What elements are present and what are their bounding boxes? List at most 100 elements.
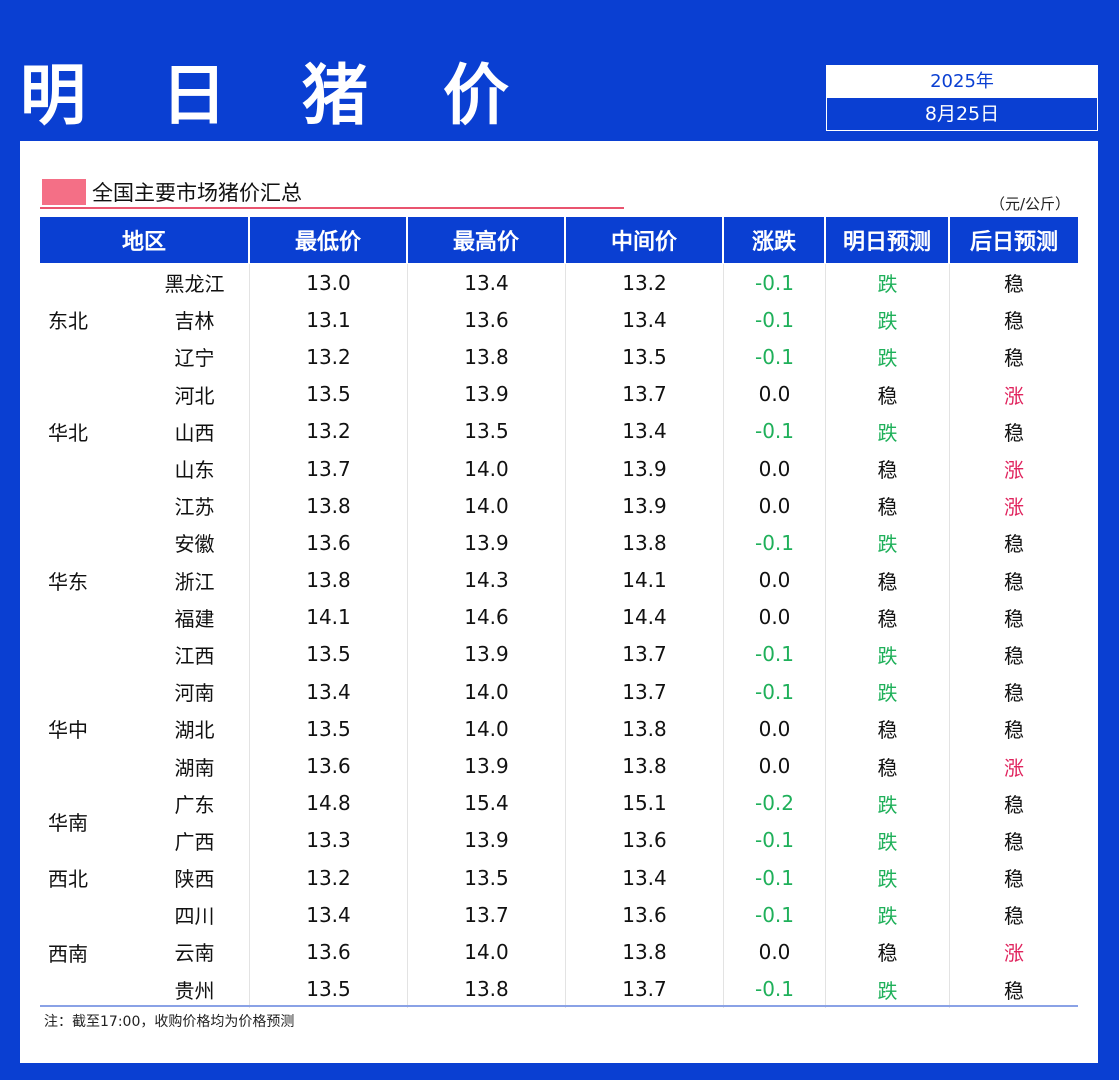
day-after-forecast-cell: 稳 [1004,718,1024,743]
low-price-cell: 13.2 [250,338,408,376]
low-price-cell: 13.7 [250,449,408,488]
page-title: 明 日 猪 价 [20,57,535,134]
table-row: 辽宁 13.2 13.8 13.5 -0.1 跌 稳 [140,338,1078,376]
low-price-cell: 13.6 [250,933,408,971]
province-cell: 河南 [140,673,250,711]
province-cell: 黑龙江 [140,264,250,302]
low-price-cell: 13.6 [250,524,408,562]
tomorrow-forecast-cell: 跌 [826,635,950,674]
day-after-forecast-cell: 涨 [1004,458,1024,483]
high-price-cell: 13.5 [408,859,566,897]
change-cell: 0.0 [724,487,826,525]
mid-price-cell: 13.7 [566,673,724,711]
low-price-cell: 13.5 [250,375,408,413]
high-price-cell: 15.4 [408,784,566,822]
region-column: 东北 华北 华东 华中 华南 西北 西南 [40,264,140,1008]
change-cell: 0.0 [724,561,826,599]
tomorrow-forecast-cell: 稳 [826,747,950,785]
rows-column: 黑龙江 13.0 13.4 13.2 -0.1 跌稳吉林 13.1 13.6 13.4 -0.1 跌… [140,264,1078,1008]
tomorrow-forecast-cell: 稳 [826,561,950,599]
day-after-forecast-cell: 稳 [1004,829,1024,854]
table-row: 福建 14.1 14.6 14.4 0.0 稳稳 [140,598,1078,636]
unit-label: （元/公斤） [989,195,1070,213]
table-row: 湖南 13.6 13.9 13.8 0.0 稳 涨 [140,747,1078,785]
column-header-high: 最高价 [408,217,566,263]
low-price-cell: 13.4 [250,673,408,711]
province-cell: 山西 [140,412,250,450]
change-cell: 0.0 [724,598,826,636]
province-cell: 广西 [140,821,250,859]
high-price-cell: 14.0 [408,673,566,711]
province-cell: 云南 [140,933,250,971]
province-cell: 陕西 [140,859,250,897]
tomorrow-forecast-cell: 跌 [826,524,950,562]
province-cell: 安徽 [140,524,250,562]
high-price-cell: 13.6 [408,301,566,339]
high-price-cell: 13.9 [408,821,566,859]
section-underline [40,207,624,209]
change-cell: -0.1 [724,821,826,859]
table-header: 地区 最低价 最高价 中间价 涨跌 明日预测 后日预测 [40,217,1078,263]
day-after-forecast-cell: 涨 [1004,755,1024,780]
mid-price-cell: 13.8 [566,710,724,748]
section-title: 全国主要市场猪价汇总 [92,181,302,205]
table-row: 陕西 13.2 13.5 13.4 -0.1 跌 稳 [140,859,1078,897]
table-row: 黑龙江 13.0 13.4 13.2 -0.1 跌 稳 [140,264,1078,302]
high-price-cell: 13.8 [408,338,566,376]
region-label: 华东 [48,569,88,594]
high-price-cell: 14.0 [408,933,566,971]
mid-price-cell: 13.9 [566,449,724,488]
mid-price-cell: 13.8 [566,747,724,785]
day-after-forecast-cell: 稳 [1004,346,1024,371]
change-cell: -0.1 [724,524,826,562]
change-cell: -0.1 [724,635,826,674]
mid-price-cell: 13.4 [566,301,724,339]
tomorrow-forecast-cell: 跌 [826,264,950,302]
day-after-forecast-cell: 稳 [1004,792,1024,817]
mid-price-cell: 13.8 [566,524,724,562]
table-row: 湖北 13.5 14.0 13.8 0.0 稳稳 [140,710,1078,748]
day-after-forecast-cell: 稳 [1004,272,1024,297]
low-price-cell: 13.8 [250,561,408,599]
low-price-cell: 13.2 [250,859,408,897]
day-after-forecast-cell: 稳 [1004,420,1024,445]
region-label: 西北 [48,867,88,892]
tomorrow-forecast-cell: 跌 [826,301,950,339]
low-price-cell: 14.8 [250,784,408,822]
change-cell: 0.0 [724,933,826,971]
mid-price-cell: 13.9 [566,487,724,525]
low-price-cell: 13.3 [250,821,408,859]
high-price-cell: 13.9 [408,524,566,562]
province-cell: 四川 [140,896,250,934]
tomorrow-forecast-cell: 跌 [826,412,950,450]
table-row: 山东 13.7 14.0 13.9 0.0 稳 涨 [140,449,1078,488]
mid-price-cell: 13.6 [566,821,724,859]
change-cell: 0.0 [724,747,826,785]
day-after-forecast-cell: 稳 [1004,904,1024,929]
footnote: 注：截至17:00，收购价格均为价格预测 [44,1014,295,1030]
tomorrow-forecast-cell: 跌 [826,821,950,859]
province-cell: 吉林 [140,301,250,339]
change-cell: 0.0 [724,449,826,488]
high-price-cell: 14.3 [408,561,566,599]
mid-price-cell: 13.4 [566,859,724,897]
high-price-cell: 14.0 [408,710,566,748]
change-cell: -0.2 [724,784,826,822]
tomorrow-forecast-cell: 跌 [826,970,950,1008]
mid-price-cell: 13.7 [566,375,724,413]
low-price-cell: 13.5 [250,635,408,674]
table-row: 安徽 13.6 13.9 13.8 -0.1 跌 稳 [140,524,1078,562]
change-cell: 0.0 [724,710,826,748]
high-price-cell: 13.7 [408,896,566,934]
province-cell: 江苏 [140,487,250,525]
price-table: 地区 最低价 最高价 中间价 涨跌 明日预测 后日预测 东北 华北 华东 华中 华南 西北… [40,217,1078,1008]
change-cell: -0.1 [724,301,826,339]
low-price-cell: 13.8 [250,487,408,525]
tomorrow-forecast-cell: 跌 [826,896,950,934]
day-after-forecast-cell: 稳 [1004,309,1024,334]
table-bottom-line [40,1005,1078,1007]
date-year: 2025年 [827,66,1097,98]
column-header-low: 最低价 [250,217,408,263]
change-cell: -0.1 [724,896,826,934]
day-after-forecast-cell: 稳 [1004,643,1024,668]
